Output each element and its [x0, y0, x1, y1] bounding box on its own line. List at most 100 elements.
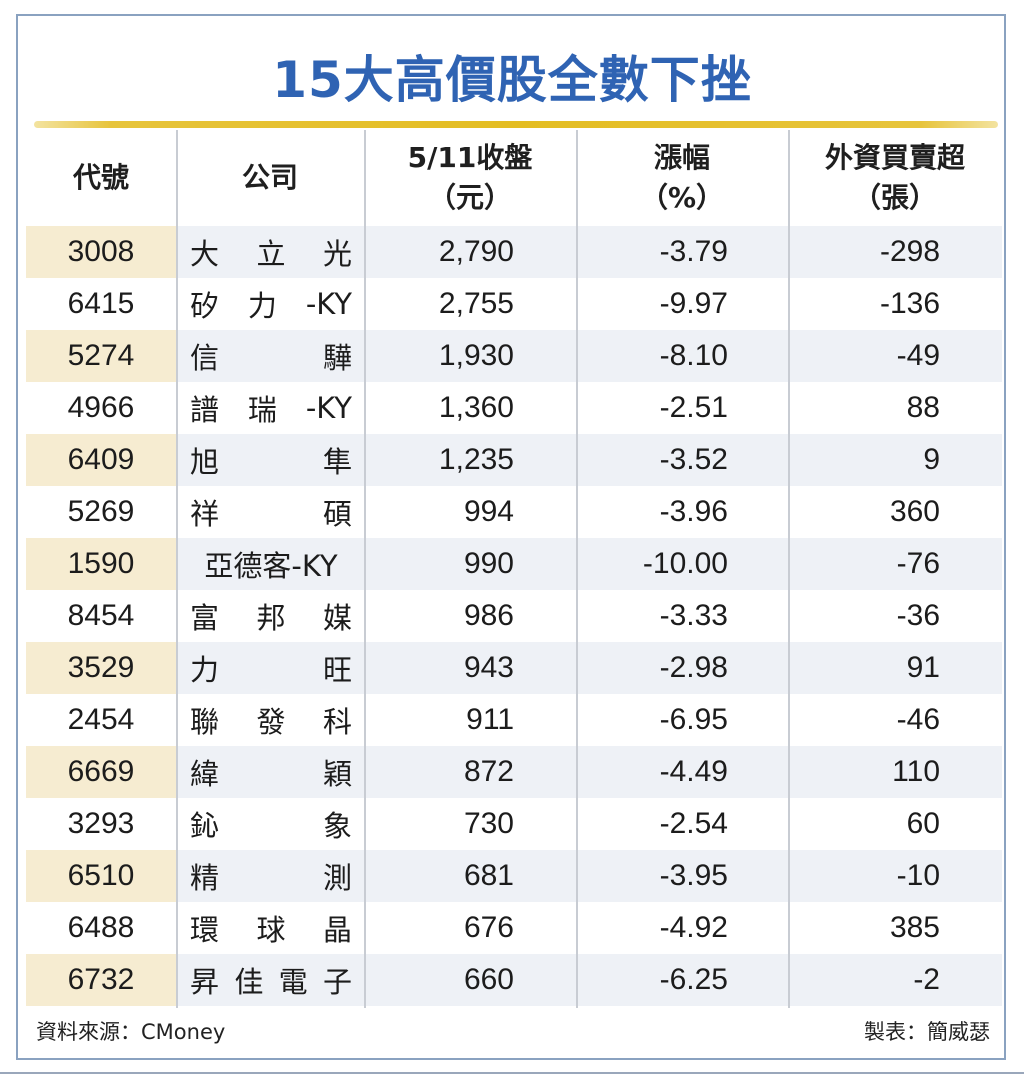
company-name: 精測: [176, 850, 364, 902]
table-row: 6488 環 球 晶 676 -4.92 385: [26, 902, 1002, 954]
stock-code: 6669: [26, 746, 176, 798]
company-name-part: 緯: [190, 757, 220, 791]
company-name-part: 邦: [256, 601, 286, 635]
price-change: -2.98: [576, 642, 788, 694]
company-name-part: 鈊: [190, 809, 220, 843]
foreign-net: 110: [788, 746, 1002, 798]
price-change: -10.00: [576, 538, 788, 590]
close-price: 1,360: [438, 391, 514, 424]
header-change-label: 漲幅: [653, 141, 710, 174]
column-divider: [364, 130, 366, 1008]
close-price: 1,930: [364, 330, 576, 382]
header-code-label: 代號: [72, 161, 129, 194]
stock-code: 6415: [67, 287, 135, 320]
company-name-part: 譜: [190, 393, 220, 427]
company-name-part: 光: [322, 237, 352, 271]
stock-code: 3293: [67, 807, 135, 840]
company-name-part: 驊: [322, 341, 352, 375]
table-row: 3008 大 立 光 2,790 -3.79 -298: [26, 226, 1002, 278]
stock-code: 3008: [26, 226, 176, 278]
foreign-net: -49: [788, 330, 1002, 382]
table-row: 6510 精測 681 -3.95 -10: [26, 850, 1002, 902]
company-name-part: 富: [190, 601, 220, 635]
foreign-net: -136: [879, 287, 940, 320]
table-body: 3008 大 立 光 2,790 -3.79 -298 6415 矽力 -KY 2,755 -9.97…: [26, 226, 1002, 1006]
foreign-net: -2: [788, 954, 1002, 1006]
foreign-net: 9: [788, 434, 1002, 486]
source-note: 資料來源：CMoney: [36, 1020, 226, 1044]
header-company: 公司: [176, 130, 364, 226]
company-name-part: 信: [190, 341, 220, 375]
header-foreign: 外資買賣超 （張）: [788, 130, 1002, 226]
company-name: 緯穎: [176, 746, 364, 798]
company-name-part: 環: [190, 913, 220, 947]
stock-code: 6409: [26, 434, 176, 486]
company-name-part: 昇: [190, 965, 220, 999]
close-price: 660: [364, 954, 576, 1006]
stock-code: 2454: [67, 703, 135, 736]
stock-code: 6510: [26, 850, 176, 902]
company-name-part: 祥: [190, 497, 220, 531]
company-name-part: 晶: [322, 913, 352, 947]
table-row: 1590 亞德客-KY 990 -10.00 -76: [26, 538, 1002, 590]
company-name: 力旺: [176, 642, 364, 694]
company-name: 聯發科: [176, 694, 364, 746]
company-name-part: 電: [278, 965, 308, 999]
company-name-part: 穎: [322, 757, 352, 791]
close-price: 986: [463, 599, 514, 632]
price-change: -6.25: [576, 954, 788, 1006]
foreign-net: -46: [896, 703, 940, 736]
header-foreign-unit: （張）: [852, 181, 937, 214]
company-name: 鈊象: [176, 798, 364, 850]
company-name-part: 矽: [190, 289, 220, 323]
company-name-part: 媒: [322, 601, 352, 635]
company-name-part: -KY: [305, 391, 352, 425]
column-divider: [176, 130, 178, 1008]
close-price: 990: [364, 538, 576, 590]
company-name-part: 碩: [322, 497, 352, 531]
column-divider: [788, 130, 790, 1008]
company-name-part: 力: [190, 653, 220, 687]
close-price: 943: [364, 642, 576, 694]
company-name-part: 力: [247, 289, 277, 323]
title-underline: [34, 121, 998, 128]
credit-note: 製表：簡威瑟: [864, 1020, 990, 1044]
header-close-label: 5/11收盤: [407, 141, 533, 174]
price-change: -3.96: [659, 495, 728, 528]
close-price: 2,790: [364, 226, 576, 278]
table-row: 6732 昇佳電子 660 -6.25 -2: [26, 954, 1002, 1006]
close-price: 1,235: [364, 434, 576, 486]
company-name-part: 隼: [322, 445, 352, 479]
stock-code: 8454: [67, 599, 135, 632]
foreign-net: 91: [788, 642, 1002, 694]
price-change: -4.49: [576, 746, 788, 798]
company-name-part: 象: [322, 809, 352, 843]
close-price: 2,755: [438, 287, 514, 320]
company-name-part: 瑞: [247, 393, 277, 427]
bottom-rule: [0, 1072, 1024, 1074]
company-name: 矽力 -KY: [176, 278, 364, 330]
table-row: 5274 信 驊 1,930 -8.10 -49: [26, 330, 1002, 382]
stock-code: 4966: [67, 391, 135, 424]
company-name: 旭隼: [176, 434, 364, 486]
header-close-unit: （元）: [427, 181, 512, 214]
company-name: 環球晶: [176, 902, 364, 954]
stock-code: 5274: [26, 330, 176, 382]
table-row: 2454 聯 發 科 911 -6.95 -46: [26, 694, 1002, 746]
price-change: -8.10: [576, 330, 788, 382]
company-name: 富邦媒: [176, 590, 364, 642]
table-row: 6669 緯穎 872 -4.49 110: [26, 746, 1002, 798]
price-change: -3.79: [576, 226, 788, 278]
company-name-part: 聯: [190, 705, 220, 739]
stock-code: 1590: [26, 538, 176, 590]
close-price: 730: [463, 807, 514, 840]
table-row: 8454 富 邦 媒 986 -3.33 -36: [26, 590, 1002, 642]
price-change: -9.97: [659, 287, 728, 320]
table-row: 4966 譜瑞 -KY 1,360 -2.51 88: [26, 382, 1002, 434]
price-change: -2.51: [659, 391, 728, 424]
company-name: 亞德客-KY: [176, 538, 364, 590]
company-name-part: 精: [190, 861, 220, 895]
stock-table: 代號 公司 5/11收盤 （元） 漲幅 （%） 外資買賣超 （張） 3008 大 立…: [26, 130, 1002, 1006]
header-change: 漲幅 （%）: [576, 130, 788, 226]
company-name: 大立光: [176, 226, 364, 278]
